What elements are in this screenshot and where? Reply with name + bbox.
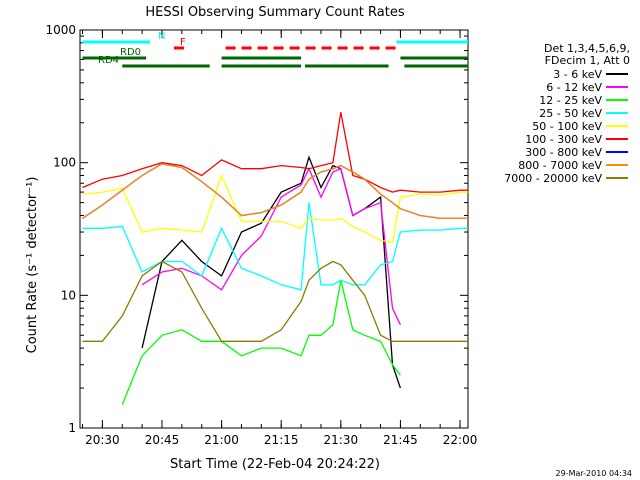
legend-entry: 300 - 800 keV	[525, 146, 602, 159]
status-bar-label: N	[158, 31, 165, 42]
plot-area: 1 10 100 1000 20:30 20:45 21:00 21:15 21:30 21:45…	[45, 23, 477, 447]
series-line-100-300-kev	[82, 112, 468, 193]
series-line-800-7000-kev	[82, 163, 468, 220]
x-tick-label: 21:00	[204, 433, 239, 447]
series-line-50-100-kev	[82, 173, 468, 244]
y-tick-label: 1000	[45, 23, 76, 37]
legend-entry: 50 - 100 keV	[532, 120, 602, 133]
y-tick-label: 1	[68, 421, 76, 435]
legend-entry: 12 - 25 keV	[539, 94, 602, 107]
series-line-25-50-kev	[82, 202, 468, 291]
series-line-12-25-kev	[121, 280, 401, 405]
status-bar-label: RD4	[98, 55, 119, 66]
status-bar-label: F	[180, 37, 186, 48]
legend-entry: 3 - 6 keV	[553, 68, 602, 81]
legend-entry: 6 - 12 keV	[546, 81, 602, 94]
status-bar-label: RD0	[120, 47, 141, 58]
footer-date: 29-Mar-2010 04:34	[556, 469, 633, 478]
y-tick-label: 10	[61, 288, 76, 302]
plot-frame	[79, 29, 469, 429]
x-tick-label: 21:45	[383, 433, 418, 447]
series-line-7000-20000-kev	[82, 260, 468, 342]
series-line-6-12-kev	[141, 167, 401, 326]
x-axis-label: Start Time (22-Feb-04 20:24:22)	[170, 457, 380, 472]
legend-header: FDecim 1, Att 0	[545, 54, 630, 67]
legend-entry: 800 - 7000 keV	[518, 159, 602, 172]
x-tick-label: 20:45	[145, 433, 180, 447]
x-tick-label: 20:30	[85, 433, 120, 447]
x-tick-label: 21:30	[324, 433, 359, 447]
legend-header: Det 1,3,4,5,6,9,	[544, 42, 630, 55]
legend-entry: 25 - 50 keV	[539, 107, 602, 120]
x-tick-label: 22:00	[443, 433, 478, 447]
legend-entry: 100 - 300 keV	[525, 133, 602, 146]
y-tick-label: 100	[53, 156, 76, 170]
series-line-3-6-kev	[141, 155, 402, 389]
legend: Det 1,3,4,5,6,9,FDecim 1, Att 03 - 6 keV…	[504, 42, 630, 185]
x-tick-label: 21:15	[264, 433, 299, 447]
legend-entry: 7000 - 20000 keV	[504, 172, 602, 185]
chart-title: HESSI Observing Summary Count Rates	[145, 5, 404, 20]
y-axis-label: Count Rate (s⁻¹ detector⁻¹)	[25, 177, 40, 354]
